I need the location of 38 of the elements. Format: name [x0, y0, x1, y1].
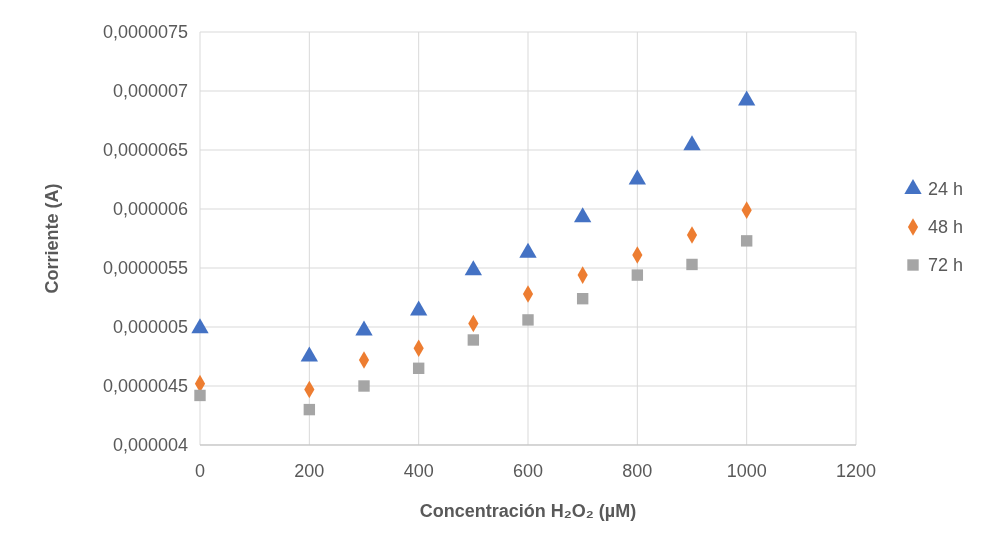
point: [740, 235, 753, 247]
point: [412, 362, 425, 374]
point: [303, 403, 316, 416]
x-tick-label: 1000: [726, 461, 767, 481]
point: [467, 334, 480, 346]
point: [522, 314, 534, 326]
y-tick-label: 0,0000045: [102, 376, 188, 396]
point: [464, 260, 482, 276]
legend-label: 24 h: [928, 179, 964, 199]
point: [631, 269, 644, 281]
point: [410, 300, 428, 316]
legend-label: 48 h: [928, 217, 964, 237]
point: [686, 258, 698, 271]
x-tick-label: 1200: [835, 461, 877, 481]
point: [358, 380, 370, 392]
y-axis-title: Corriente (A): [42, 183, 62, 294]
point: [574, 207, 592, 223]
y-tick-label: 0,000004: [112, 435, 188, 455]
point: [194, 389, 206, 402]
x-tick-label: 0: [194, 461, 206, 481]
point: [738, 90, 756, 106]
x-tick-label: 800: [622, 461, 653, 481]
legend-label: 72 h: [928, 255, 964, 275]
point: [576, 292, 589, 305]
x-axis-title: Concentración H₂O₂ (µM): [419, 501, 637, 521]
point: [628, 169, 646, 185]
y-tick-label: 0,0000075: [102, 22, 188, 42]
x-tick-label: 600: [512, 461, 544, 481]
x-tick-label: 400: [403, 461, 434, 481]
x-tick-label: 200: [294, 461, 325, 481]
y-tick-label: 0,000006: [112, 199, 188, 219]
y-tick-label: 0,0000055: [102, 258, 188, 278]
y-tick-label: 0,0000065: [102, 140, 188, 160]
point: [191, 318, 209, 334]
point: [519, 242, 537, 258]
point: [683, 135, 701, 151]
y-tick-label: 0,000007: [112, 81, 188, 101]
y-tick-label: 0,000005: [112, 317, 188, 337]
